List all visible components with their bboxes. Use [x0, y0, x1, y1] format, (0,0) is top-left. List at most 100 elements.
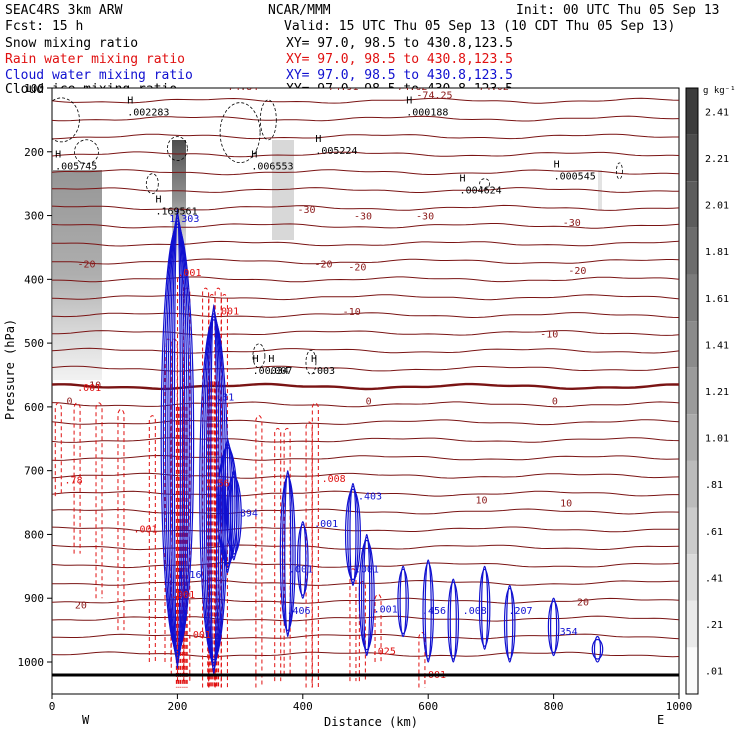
rain-water-label: .008 — [322, 474, 346, 485]
snow-max-marker: H — [406, 96, 412, 107]
rain-water-label: .001 — [177, 268, 201, 279]
snow-max-label: .000545 — [554, 171, 596, 182]
cloud-water-contour — [228, 473, 240, 558]
isotherm-line — [52, 276, 679, 283]
snow-ice-contour — [52, 97, 80, 143]
cloud-water-contour — [169, 214, 186, 663]
snow-ice-contour — [219, 102, 261, 164]
org-label: NCAR/MMM — [268, 3, 331, 18]
x-tick-label: 600 — [418, 700, 438, 713]
y-tick-label: 1000 — [18, 656, 45, 669]
cloud-water-contour — [447, 581, 460, 660]
rain-water-label: .001 — [77, 383, 101, 394]
isotherm-line — [52, 204, 679, 211]
snow-ice-contour — [145, 173, 159, 195]
y-tick-label: 400 — [24, 273, 44, 286]
colorbar-label: .41 — [705, 573, 723, 584]
cloud-water-contour — [281, 473, 294, 635]
y-tick-label: 300 — [24, 210, 44, 223]
rain-water-label: .001 — [215, 306, 239, 317]
rain-contour — [208, 293, 216, 688]
colorbar-label: 2.01 — [705, 201, 729, 212]
x-axis-title: Distance (km) — [324, 715, 418, 729]
cloud-water-label: .008 — [463, 606, 487, 617]
snow-shading-west — [52, 170, 102, 380]
xy-snow: XY= 97.0, 98.5 to 430.8,123.5 — [286, 36, 513, 51]
rain-contour — [255, 415, 263, 688]
cloud-water-label: .001 — [355, 565, 379, 576]
cloud-water-contour — [299, 521, 307, 599]
axes: 0 200 400 600 800 100010020030040050060070080… — [18, 82, 693, 713]
cloud-water-contour — [284, 470, 292, 638]
cloud-water-label: 1.303 — [169, 214, 199, 225]
isotherm-label: -30 — [354, 212, 372, 223]
y-tick-label: 800 — [24, 528, 44, 541]
isotherm-label: 20 — [75, 601, 87, 612]
cloud-water-label: .354 — [554, 627, 578, 638]
cloud-water-contour — [207, 307, 220, 673]
isotherm-label: 0 — [366, 397, 372, 408]
snow-max-label: .005745 — [55, 162, 97, 173]
ice-max-marker: H — [155, 194, 161, 205]
colorbar-swatch — [686, 181, 698, 228]
valid-label: Valid: 15 UTC Thu 05 Sep 13 (10 CDT Thu … — [284, 19, 675, 34]
rain-water-label: 1.56 — [206, 479, 230, 490]
colorbar-label: 1.21 — [705, 387, 729, 398]
colorbar-unit: g kg⁻¹ — [703, 86, 736, 96]
colorbar-frame — [685, 87, 699, 695]
rain-water-label: .001 — [171, 590, 195, 601]
isotherm-top-label: -74.84 — [222, 82, 258, 93]
isotherm-label: 10 — [475, 495, 487, 506]
cloud-water-label: .207 — [508, 606, 532, 617]
snow-max-marker: H — [460, 173, 466, 184]
isotherm-labels: -74.84 -74.91 -74.62-74.25 -74.02 -30 -30 -30 -… — [67, 82, 590, 612]
y-axis-title: Pressure (hPa) — [3, 319, 17, 420]
isotherm-line — [52, 223, 679, 229]
cloud-water-contour — [205, 310, 222, 670]
cloud-water-contour — [173, 208, 181, 669]
x-tick-label: 200 — [167, 700, 187, 713]
colorbar-swatch — [686, 414, 698, 461]
colorbar-label: 2.41 — [705, 107, 729, 118]
isotherm-top-label: -74.25 — [416, 90, 452, 101]
cloud-water-contour — [160, 226, 195, 651]
cloud-water-label: .31 — [216, 393, 234, 404]
isotherm-line — [52, 419, 679, 426]
cloud-water-contours — [160, 208, 604, 676]
isotherm-top-label: -74.02 — [473, 82, 509, 93]
colorbar-label: 1.41 — [705, 340, 729, 351]
cloud-water-label: .001 — [314, 519, 338, 530]
rain-contour — [311, 402, 319, 688]
isotherm-line — [52, 490, 679, 497]
rain-contour — [418, 632, 426, 688]
snow-max-label: .006553 — [251, 162, 293, 173]
colorbar-swatch — [686, 134, 698, 182]
xy-rain: XY= 97.0, 98.5 to 430.8,123.5 — [286, 52, 513, 67]
ice-max-label: .00034 — [253, 366, 289, 377]
isotherm-line — [52, 312, 679, 319]
colorbar-swatch — [686, 321, 698, 368]
isotherm-line — [52, 579, 679, 586]
maxima-labels: H.002283H.005745H.006553H.005224H.000188… — [55, 96, 596, 706]
x-tick-label: 400 — [293, 700, 313, 713]
cloud-water-contour — [422, 562, 434, 660]
colorbar-label: 2.21 — [705, 154, 729, 165]
colorbar-swatch — [686, 274, 698, 322]
snow-max-label: .002283 — [127, 108, 169, 119]
isotherm-line — [52, 365, 679, 372]
snow-max-marker: H — [55, 150, 61, 161]
ice-max-label: .003 — [311, 366, 335, 377]
snow-shading-column-620 — [598, 170, 602, 210]
isotherm-line — [52, 240, 679, 247]
cloud-water-contour — [201, 316, 227, 664]
isotherm-label: -30 — [563, 218, 581, 229]
snow-ice-contour — [74, 139, 99, 165]
cloud-water-contour — [349, 482, 357, 587]
snow-ice-contour — [479, 178, 491, 190]
isotherm-line — [52, 294, 679, 301]
snow-ice-contour — [252, 343, 266, 369]
cloud-water-contour — [481, 565, 489, 650]
cloud-water-label: .001 — [289, 565, 313, 576]
rain-water-label: .001 — [202, 695, 226, 706]
